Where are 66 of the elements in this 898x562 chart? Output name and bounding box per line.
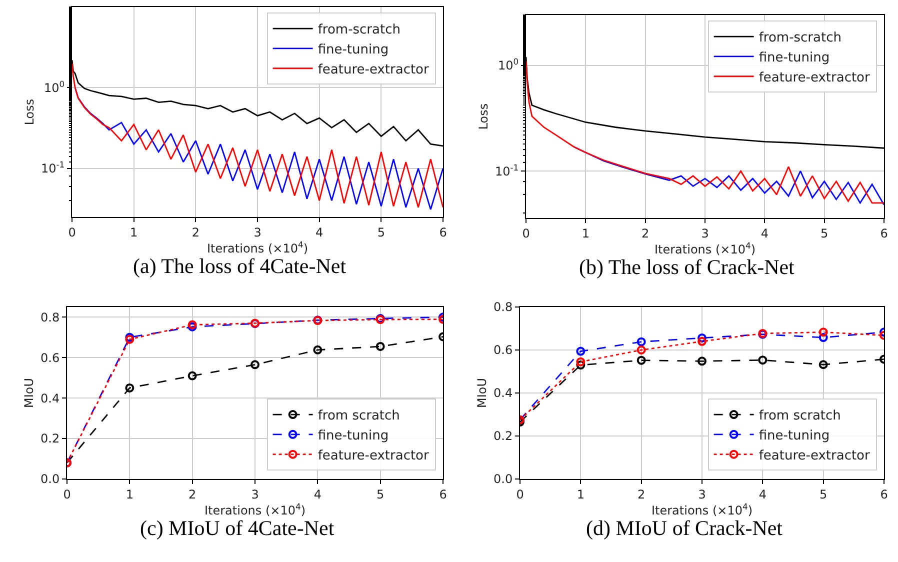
x-tick-label: 3 — [254, 225, 262, 240]
legend-label: from scratch — [318, 408, 400, 424]
x-tick-label: 3 — [698, 487, 706, 502]
legend-label: feature-extractor — [318, 448, 430, 464]
y-axis-title: MIoU — [22, 378, 36, 408]
x-tick-label: 5 — [820, 487, 828, 502]
y-axis-title: MIoU — [474, 378, 489, 408]
y-tick-label: 0.8 — [40, 310, 60, 324]
y-tick-label: 10$^{-1}$ — [494, 162, 519, 178]
y-axis-title: Loss — [22, 98, 36, 126]
x-axis-title: Iterations (×10$^{4}$) — [654, 240, 756, 256]
x-tick-label: 2 — [638, 487, 646, 502]
y-tick-label: 0.2 — [494, 429, 513, 444]
y-tick-label: 0.0 — [494, 472, 513, 486]
x-tick-label: 4 — [758, 487, 766, 502]
y-tick-label: 0.8 — [494, 300, 513, 314]
legend-label: from scratch — [758, 408, 841, 424]
x-axis-title: Iterations (×10$^{4}$) — [204, 501, 306, 518]
legend-label: from-scratch — [318, 22, 400, 38]
text: (b) The loss of Crack-Net — [579, 255, 795, 279]
x-tick-label: 0 — [68, 225, 76, 240]
legend-label: feature-extractor — [758, 448, 871, 464]
x-tick-label: 3 — [701, 226, 709, 240]
x-tick-label: 6 — [439, 225, 447, 240]
y-tick-label: 0.6 — [40, 350, 60, 365]
x-tick-label: 6 — [880, 487, 888, 502]
legend-label: fine-tuning — [758, 428, 830, 444]
text: (a) The loss of 4Cate-Net — [133, 254, 346, 278]
x-tick-label: 5 — [820, 226, 828, 240]
text: (c) MIoU of 4Cate-Net — [140, 516, 334, 540]
x-axis-title: Iterations (×10$^{4}$) — [206, 239, 308, 256]
y-tick-label: 0.4 — [494, 386, 513, 400]
x-tick-label: 1 — [582, 226, 590, 240]
x-tick-label: 4 — [760, 226, 768, 240]
y-tick-label: 0.2 — [40, 432, 60, 446]
legend-label: fine-tuning — [318, 42, 389, 58]
y-tick-label: 0.0 — [40, 472, 60, 486]
x-tick-label: 1 — [126, 487, 134, 502]
x-tick-label: 5 — [377, 225, 385, 240]
legend-label: fine-tuning — [318, 428, 389, 444]
x-axis-title: Iterations (×10$^{4}$) — [651, 501, 753, 518]
x-tick-label: 6 — [880, 226, 888, 240]
x-tick-label: 0 — [522, 226, 530, 240]
x-tick-label: 2 — [642, 226, 650, 240]
y-tick-label: 10$^{0}$ — [498, 56, 519, 73]
legend-label: from-scratch — [758, 30, 842, 46]
x-tick-label: 0 — [516, 487, 524, 502]
x-tick-label: 2 — [188, 487, 196, 502]
x-tick-label: 4 — [316, 225, 324, 240]
y-tick-label: 0.4 — [40, 391, 60, 406]
y-tick-label: 10$^{-1}$ — [40, 160, 65, 176]
x-tick-label: 3 — [251, 487, 259, 502]
x-tick-label: 6 — [439, 487, 447, 502]
x-tick-label: 1 — [576, 487, 584, 502]
x-tick-label: 5 — [376, 487, 384, 502]
text: (d) MIoU of Crack-Net — [586, 516, 783, 540]
x-tick-label: 4 — [314, 487, 322, 502]
y-tick-label: 10$^{0}$ — [44, 78, 65, 95]
x-tick-label: 0 — [63, 487, 71, 502]
x-tick-label: 2 — [192, 225, 200, 240]
legend-label: feature-extractor — [758, 70, 871, 86]
y-axis-title: Loss — [476, 103, 490, 130]
legend-label: fine-tuning — [758, 50, 830, 66]
x-tick-label: 1 — [130, 225, 138, 240]
legend-label: feature-extractor — [318, 62, 430, 78]
y-tick-label: 0.6 — [494, 343, 513, 358]
